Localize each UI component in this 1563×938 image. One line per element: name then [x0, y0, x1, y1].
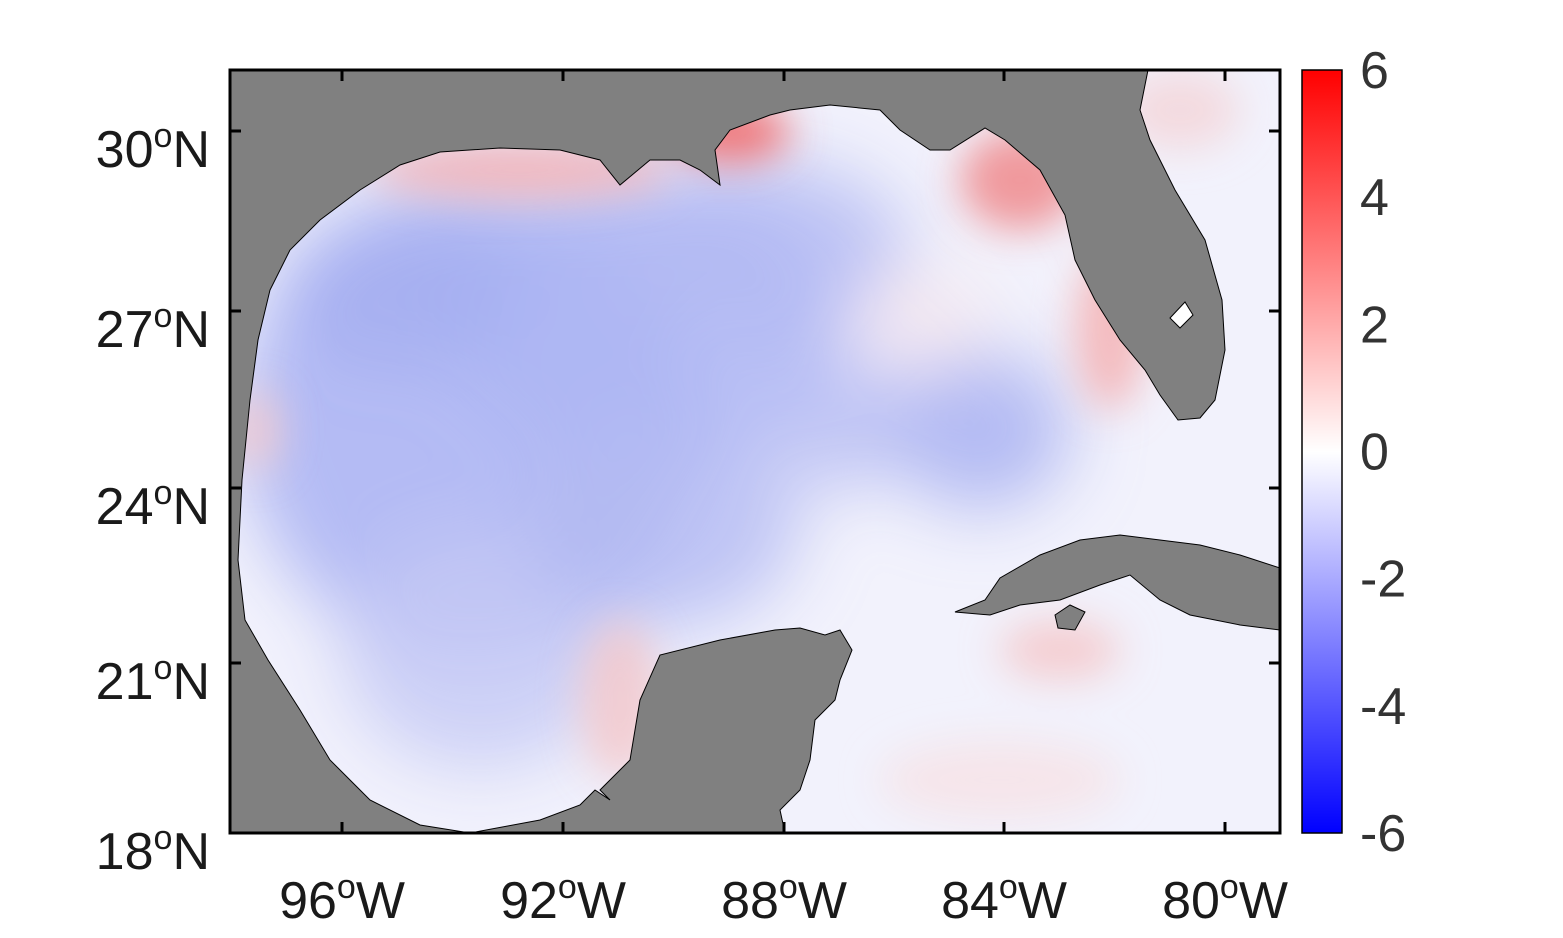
florida-lake: [1169, 301, 1194, 329]
north-america-land: [230, 70, 1226, 833]
colorbar-tick-label: 6: [1360, 42, 1389, 100]
lon-label-92: 92oW: [500, 868, 626, 930]
yucatan-land: [469, 627, 853, 833]
axis-ticks: [230, 70, 1280, 833]
colorbar-tick-label: -6: [1360, 805, 1406, 863]
colorbar-labels: 6 4 2 0 -2 -4 -6: [1360, 42, 1406, 863]
land-masses: [230, 70, 1280, 833]
lon-label-88: 88oW: [721, 868, 847, 930]
lon-label-84: 84oW: [941, 868, 1067, 930]
lat-label-27: 27oN: [96, 297, 210, 359]
isla-de-la-juventud: [1054, 604, 1086, 631]
lat-label-21: 21oN: [96, 649, 210, 711]
lat-label-24: 24oN: [96, 474, 210, 536]
cuba-land: [954, 534, 1280, 631]
colorbar-tick-label: 4: [1360, 169, 1389, 227]
lat-label-18: 18oN: [96, 819, 210, 881]
colorbar-tick-label: -4: [1360, 678, 1406, 736]
colorbar: [1301, 69, 1343, 834]
lon-label-96: 96oW: [279, 868, 405, 930]
lon-label-80: 80oW: [1162, 868, 1288, 930]
longitude-labels: 96oW 92oW 88oW 84oW 80oW: [279, 868, 1288, 930]
latitude-labels: 30oN 27oN 24oN 21oN 18oN: [96, 117, 210, 881]
colorbar-tick-label: -2: [1360, 551, 1406, 609]
lat-label-30: 30oN: [96, 117, 210, 179]
plot-frame: [228, 68, 1282, 835]
colorbar-tick-label: 0: [1360, 424, 1389, 482]
colorbar-tick-label: 2: [1360, 296, 1389, 354]
